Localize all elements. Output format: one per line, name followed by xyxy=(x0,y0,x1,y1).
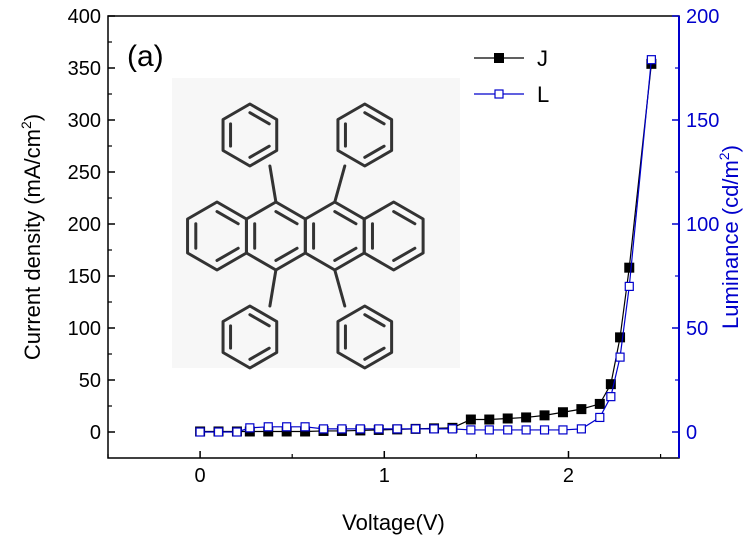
panel-label: (a) xyxy=(127,40,164,73)
point-L xyxy=(318,424,329,434)
point-L xyxy=(429,424,439,434)
point-L xyxy=(539,425,550,435)
point-L xyxy=(245,423,255,433)
point-L xyxy=(646,55,656,65)
y-left-tick-label: 50 xyxy=(79,370,101,392)
y-left-tick-label: 0 xyxy=(90,422,101,444)
point-L xyxy=(484,425,494,435)
point-J xyxy=(539,410,550,421)
x-tick-label: 1 xyxy=(379,465,390,487)
point-J xyxy=(465,414,476,425)
y-left-tick-label: 250 xyxy=(68,162,101,184)
point-J xyxy=(605,379,616,390)
point-L xyxy=(337,424,347,434)
phenyl-top-left-double-bond xyxy=(248,144,271,159)
point-L xyxy=(392,424,402,434)
point-J xyxy=(615,332,626,343)
point-L xyxy=(576,424,586,434)
core-ring-4 xyxy=(362,200,425,272)
legend-marker-J xyxy=(494,53,504,63)
y-right-axis-label: Luminance (cd/m2) xyxy=(716,145,743,329)
point-L xyxy=(263,422,273,432)
phenyl-bottom-right-double-bond xyxy=(363,313,386,328)
point-L xyxy=(232,427,242,437)
y-left-tick-label: 100 xyxy=(68,318,101,340)
y-left-tick-label: 150 xyxy=(68,266,101,288)
y-left-tick-label: 300 xyxy=(68,110,101,132)
legend-label-J: J xyxy=(537,46,548,71)
point-J xyxy=(521,412,532,423)
phenyl-bottom-left-double-bond xyxy=(248,313,271,328)
core-ring-1-double-bond xyxy=(215,246,240,262)
phenyl-bottom-left-double-bond xyxy=(248,346,271,361)
phenyl-bottom-right xyxy=(336,304,394,370)
y-right-tick-label: 50 xyxy=(686,318,708,340)
core-ring-1-double-bond xyxy=(215,210,240,226)
point-L xyxy=(624,281,634,291)
point-L xyxy=(503,425,513,435)
point-L xyxy=(411,424,421,434)
point-L xyxy=(558,425,568,435)
point-L xyxy=(595,412,605,423)
point-J xyxy=(557,407,568,418)
point-J xyxy=(484,414,495,425)
phenyl-bottom-left-bond xyxy=(268,268,278,308)
core-ring-3-double-bond xyxy=(333,246,358,262)
core-ring-3-double-bond xyxy=(333,210,358,226)
y-right-tick-label: 0 xyxy=(686,422,697,444)
phenyl-top-right xyxy=(336,102,394,168)
point-J xyxy=(576,404,587,415)
phenyl-top-left-bond xyxy=(268,164,278,204)
phenyl-bottom-right-bond xyxy=(333,268,347,308)
y-right-tick-label: 100 xyxy=(686,214,719,236)
point-L xyxy=(195,427,205,437)
y-left-tick-label: 400 xyxy=(68,6,101,28)
y-right-tick-label: 200 xyxy=(686,6,719,28)
x-axis-label: Voltage(V) xyxy=(342,510,445,535)
core-ring-2-double-bond xyxy=(274,246,299,262)
core-ring-2-double-bond xyxy=(274,210,299,226)
legend-marker-L xyxy=(494,89,504,99)
point-J xyxy=(624,262,635,273)
point-L xyxy=(213,427,224,437)
point-J xyxy=(281,426,292,437)
y-left-axis-label: Current density (mA/cm2) xyxy=(18,114,45,360)
core-ring-4-double-bond xyxy=(392,210,417,226)
point-L xyxy=(521,425,531,435)
y-right-tick-label: 150 xyxy=(686,110,719,132)
point-L xyxy=(300,422,310,432)
point-J xyxy=(300,426,311,437)
core-ring-4-double-bond xyxy=(392,246,417,262)
phenyl-top-right-bond xyxy=(333,164,347,204)
phenyl-bottom-right-double-bond xyxy=(363,346,386,361)
point-L xyxy=(466,425,476,435)
phenyl-top-left xyxy=(221,102,279,168)
legend-label-L: L xyxy=(537,82,549,107)
point-L xyxy=(374,424,384,434)
point-L xyxy=(447,424,458,434)
inset-molecule xyxy=(172,78,460,370)
point-L xyxy=(282,422,292,432)
phenyl-top-right-double-bond xyxy=(363,144,386,159)
phenyl-top-left-double-bond xyxy=(248,111,271,126)
point-L xyxy=(615,352,625,362)
point-J xyxy=(594,398,605,409)
point-L xyxy=(355,424,365,434)
point-J xyxy=(502,413,513,424)
y-left-tick-label: 200 xyxy=(68,214,101,236)
phenyl-bottom-left xyxy=(221,304,279,370)
x-tick-label: 0 xyxy=(195,465,206,487)
point-L xyxy=(606,392,616,402)
x-tick-label: 2 xyxy=(563,465,574,487)
y-left-tick-label: 350 xyxy=(68,58,101,80)
phenyl-top-right-double-bond xyxy=(363,111,386,126)
inset-background xyxy=(172,78,460,368)
point-J xyxy=(263,426,274,437)
